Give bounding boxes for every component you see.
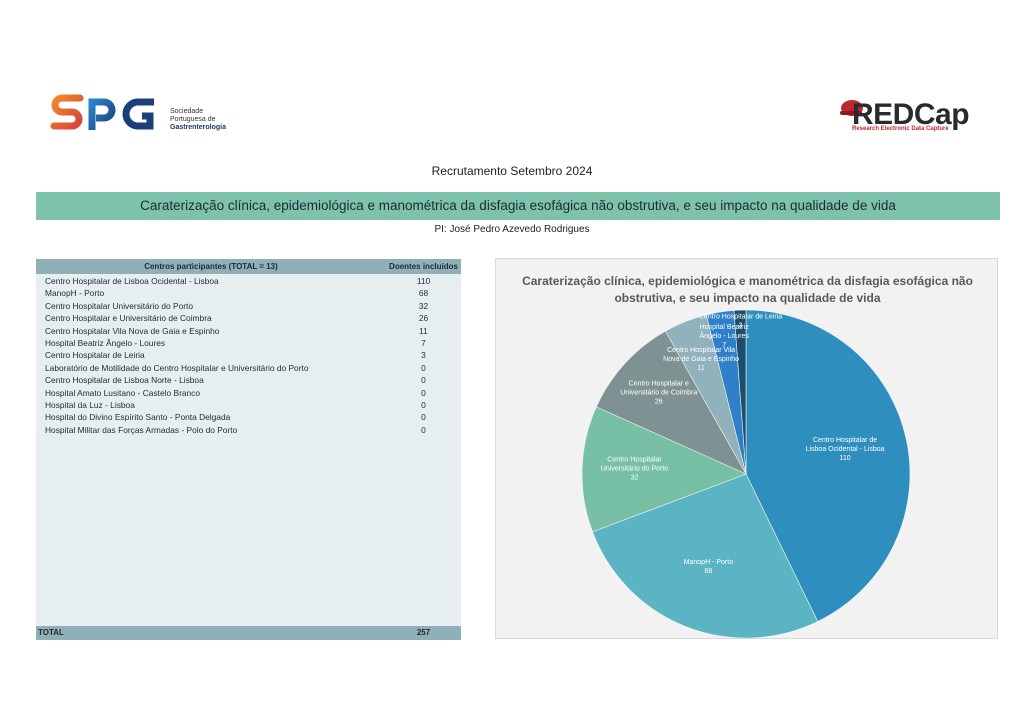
patient-count: 0 <box>421 362 426 373</box>
pie-slice <box>733 309 747 475</box>
pie-data-label: Centro Hospitalar Vila Nova de Gaia e Esp… <box>663 347 739 372</box>
pie-slice <box>592 473 819 638</box>
recruitment-title: Recrutamento Setembro 2024 <box>431 164 593 178</box>
study-title: Caraterização clínica, epidemiológica e … <box>140 198 896 213</box>
patient-count: 11 <box>419 325 428 336</box>
redcap-tagline: Research Electronic Data Capture <box>852 126 949 132</box>
pie-data-label: Centro Hospitalar Universitário do Porto 3… <box>601 457 668 482</box>
spg-logo-mark <box>50 94 154 130</box>
pie-slice <box>745 309 911 622</box>
table-row: Centro Hospitalar de Leiria 3 <box>36 349 461 361</box>
patient-count: 7 <box>421 338 426 348</box>
table-row: Centro Hospitalar de Lisboa Norte - Lisb… <box>36 374 461 386</box>
table-row: Hospital Amato Lusitano - Castelo Branco… <box>36 387 461 399</box>
center-name: Hospital Amato Lusitano - Castelo Branco <box>45 387 201 398</box>
center-name: Centro Hospitalar Vila Nova de Gaia e Es… <box>45 325 220 336</box>
center-name: Centro Hospitalar de Leiria <box>45 350 145 361</box>
patient-count: 0 <box>421 375 426 386</box>
table-row: Centro Hospitalar e Universitário de Coi… <box>36 312 461 324</box>
pie-chart-panel: Centro Hospitalar de Lisboa Ocidental - L… <box>495 258 998 639</box>
patient-count: 110 <box>416 276 431 286</box>
center-name: Hospital do Divino Espírito Santo - Pont… <box>45 412 231 423</box>
center-name: Centro Hospitalar e Universitário de Coi… <box>45 313 212 324</box>
pie-data-label: Hospital Beatriz Ângelo - Loures 7 <box>699 324 749 349</box>
center-name: Centro Hospitalar Universitário do Porto <box>45 300 194 311</box>
patient-count: 0 <box>421 400 426 410</box>
patient-count: 0 <box>421 387 426 398</box>
patient-count: 32 <box>418 300 429 311</box>
patient-count: 26 <box>418 313 429 324</box>
patient-count: 3 <box>421 350 426 361</box>
table-row: Centro Hospitalar Universitário do Porto… <box>36 300 461 312</box>
pie-data-label: Centro Hospitalar de Lisboa Ocidental - L… <box>806 437 885 462</box>
table-footer: TOTAL 257 <box>36 626 461 640</box>
principal-investigator: PI: José Pedro Azevedo Rodrigues <box>434 224 590 235</box>
patient-count: 0 <box>421 424 426 435</box>
table-row: Hospital da Luz - Lisboa 0 <box>36 399 461 411</box>
spg-line-3: Gastrenterologia <box>170 124 227 131</box>
table-row: Centro Hospitalar de Lisboa Ocidental - … <box>36 275 461 287</box>
chart-title: Caraterização clínica, epidemiológica e … <box>522 274 973 305</box>
spg-line-2: Portuguesa de <box>170 116 216 123</box>
spg-logo: Sociedade Portuguesa de Gastrenterologia <box>50 92 250 136</box>
pie-data-label: Centro Hospitalar e Universitário de Coim… <box>620 380 697 405</box>
center-name: ManopH - Porto <box>45 288 105 299</box>
table-row: Hospital Militar das Forças Armadas - Po… <box>36 424 461 436</box>
total-value: 257 <box>416 628 431 637</box>
table-row: Hospital Beatriz Ângelo - Loures 7 <box>36 337 461 349</box>
table-row: ManopH - Porto 68 <box>36 287 461 299</box>
patient-count: 0 <box>421 412 426 423</box>
study-title-banner: Caraterização clínica, epidemiológica e … <box>36 192 1000 220</box>
center-name: Hospital Beatriz Ângelo - Loures <box>45 338 166 348</box>
center-name: Centro Hospitalar de Lisboa Norte - Lisb… <box>45 375 204 386</box>
redcap-logo: REDCap Research Electronic Data Capture <box>838 94 978 138</box>
redcap-wordmark: REDCap <box>852 98 970 131</box>
table-row: Laboratório de Motilidade do Centro Hosp… <box>36 362 461 374</box>
center-name: Hospital da Luz - Lisboa <box>45 400 135 410</box>
table-row: Centro Hospitalar Vila Nova de Gaia e Es… <box>36 325 461 337</box>
pie-slice <box>581 406 747 533</box>
pie-chart: Centro Hospitalar de Lisboa Ocidental - L… <box>581 309 911 638</box>
total-label: TOTAL <box>38 628 64 637</box>
pie-slice <box>595 330 747 475</box>
patient-count: 68 <box>418 288 429 299</box>
pie-data-label: ManopH - Porto 68 <box>684 559 734 575</box>
redcap-hat-icon <box>840 100 863 116</box>
spg-line-1: Sociedade <box>170 108 204 115</box>
table-header: Centros participantes (TOTAL = 13) Doent… <box>36 259 461 274</box>
center-name: Centro Hospitalar de Lisboa Ocidental - … <box>45 276 219 286</box>
table-row: Hospital do Divino Espírito Santo - Pont… <box>36 411 461 423</box>
centers-table: Centros participantes (TOTAL = 13) Doent… <box>36 259 461 640</box>
pie-data-label: Centro Hospitalar de Leiria 3 <box>699 314 782 330</box>
center-name: Hospital Militar das Forças Armadas - Po… <box>45 424 238 435</box>
header-centers: Centros participantes (TOTAL = 13) <box>144 262 278 271</box>
header-patients: Doentes incluídos <box>389 262 458 271</box>
center-name: Laboratório de Motilidade do Centro Hosp… <box>45 362 309 373</box>
